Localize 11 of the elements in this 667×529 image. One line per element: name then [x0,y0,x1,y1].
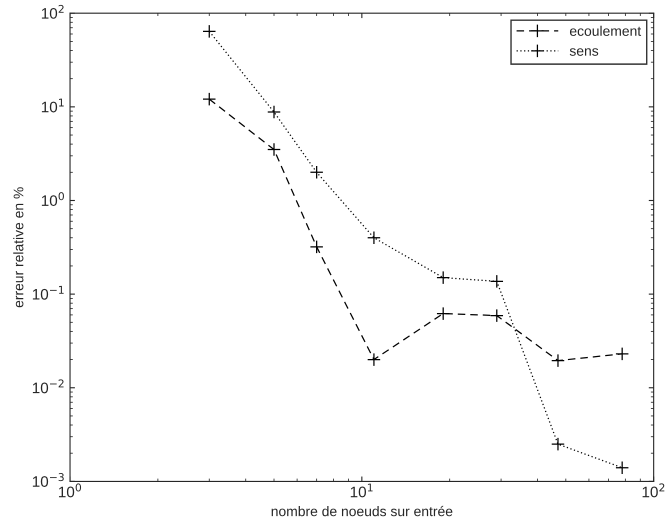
y-tick-label: 10$^{2}$ [42,4,64,19]
legend-label: sens [570,48,598,56]
y-tick-label: 10$^{−2}$ [32,379,64,394]
x-axis-title: nombre de noeuds sur entrée [272,506,452,516]
x-tick-label: 10$^{1}$ [350,484,373,498]
x-tick-label: 10$^{2}$ [642,483,664,498]
legend-label: ecoulement [570,26,642,36]
y-axis-title: erreur relative en % [13,187,24,308]
y-tick-label: 10$^{0}$ [42,192,64,206]
y-tick-label: 10$^{−1}$ [32,286,64,300]
y-tick-label: 10$^{1}$ [42,98,64,112]
